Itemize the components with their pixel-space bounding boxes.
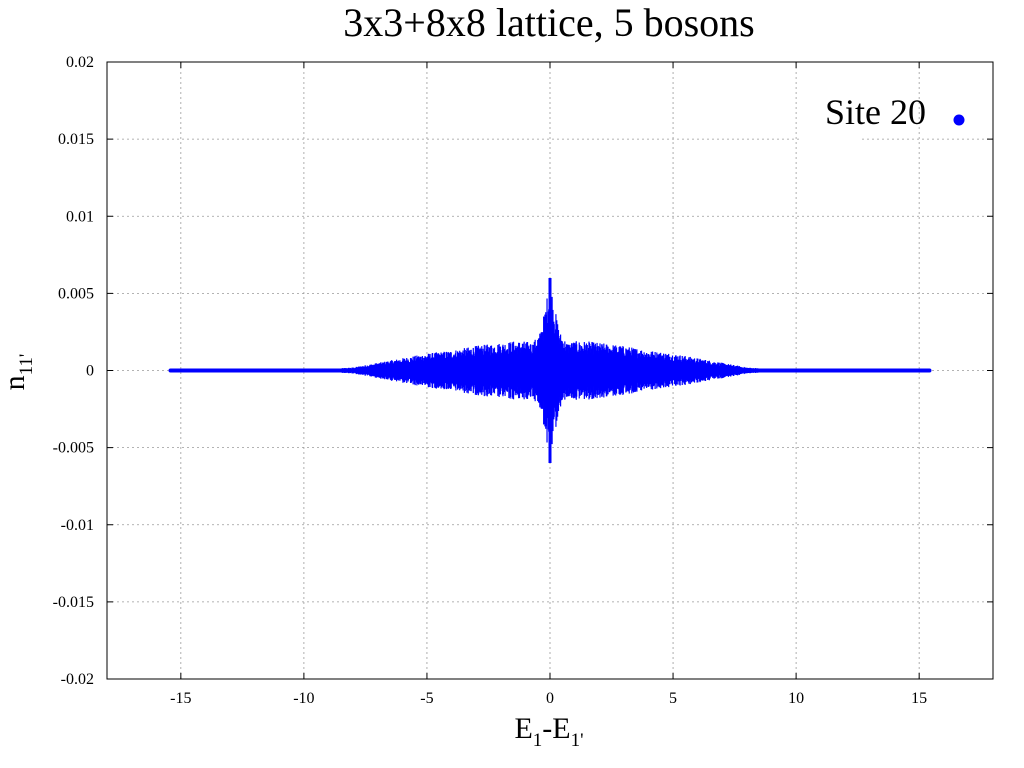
data-series bbox=[168, 277, 932, 464]
y-tick-label: 0 bbox=[86, 363, 94, 380]
x-tick-label: 0 bbox=[546, 690, 554, 707]
y-tick-label: -0.015 bbox=[53, 594, 94, 611]
y-tick-label: 0.005 bbox=[58, 285, 94, 302]
legend-marker-icon bbox=[953, 114, 965, 126]
grid bbox=[107, 61, 993, 680]
chart-title: 3x3+8x8 lattice, 5 bosons bbox=[343, 0, 754, 45]
x-tick-labels: -15 -10 -5 0 5 10 15 bbox=[170, 690, 927, 707]
legend: Site 20 bbox=[800, 86, 965, 140]
x-tick-label: -15 bbox=[170, 690, 191, 707]
x-tick-label: -5 bbox=[420, 690, 433, 707]
y-axis-label: n11' bbox=[0, 354, 37, 391]
x-tick-label: -10 bbox=[293, 690, 314, 707]
x-axis-label: E1-E1' bbox=[514, 712, 583, 751]
x-tick-label: 15 bbox=[911, 690, 927, 707]
y-tick-label: 0.01 bbox=[66, 208, 94, 225]
y-tick-label: 0.02 bbox=[66, 54, 94, 71]
y-tick-label: -0.005 bbox=[53, 440, 94, 457]
y-tick-label: -0.01 bbox=[61, 517, 94, 534]
legend-background bbox=[800, 86, 860, 140]
y-tick-label: 0.015 bbox=[58, 131, 94, 148]
plot-frame bbox=[106, 61, 994, 680]
legend-label: Site 20 bbox=[825, 92, 926, 132]
x-tick-label: 10 bbox=[788, 690, 804, 707]
y-tick-labels: -0.02 -0.015 -0.01 -0.005 0 0.005 0.01 0.015 0.0… bbox=[53, 54, 94, 688]
x-tick-label: 5 bbox=[669, 690, 677, 707]
y-tick-label: -0.02 bbox=[61, 671, 94, 688]
